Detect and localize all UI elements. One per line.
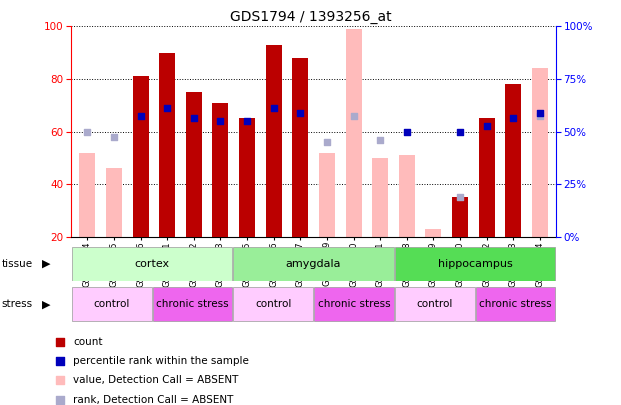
Bar [233, 247, 394, 281]
Text: ▶: ▶ [42, 259, 51, 269]
Bar [395, 247, 555, 281]
Text: amygdala: amygdala [286, 259, 342, 269]
Bar [239, 118, 255, 237]
Text: value, Detection Call = ABSENT: value, Detection Call = ABSENT [73, 375, 238, 386]
Bar [72, 287, 152, 321]
Point [348, 113, 358, 119]
Bar [345, 29, 361, 237]
Point [322, 139, 332, 145]
Bar [266, 45, 282, 237]
Text: count: count [73, 337, 102, 347]
Text: tissue: tissue [1, 259, 32, 269]
Point [242, 118, 252, 124]
Text: chronic stress: chronic stress [318, 299, 390, 309]
Bar [106, 168, 122, 237]
Text: ▶: ▶ [42, 299, 51, 309]
Text: control: control [255, 299, 291, 309]
Text: control: control [417, 299, 453, 309]
Bar [133, 76, 148, 237]
Point [535, 113, 545, 119]
Bar [425, 229, 442, 237]
Bar [505, 84, 521, 237]
Text: hippocampus: hippocampus [438, 259, 512, 269]
Point [83, 128, 93, 135]
Point [55, 396, 65, 403]
Point [269, 105, 279, 111]
Text: GDS1794 / 1393256_at: GDS1794 / 1393256_at [230, 10, 391, 24]
Point [402, 128, 412, 135]
Bar [153, 287, 232, 321]
Point [109, 134, 119, 140]
Bar [72, 247, 232, 281]
Point [55, 339, 65, 345]
Bar [233, 287, 313, 321]
Text: chronic stress: chronic stress [479, 299, 551, 309]
Point [482, 123, 492, 130]
Point [455, 128, 465, 135]
Point [535, 110, 545, 117]
Text: cortex: cortex [135, 259, 170, 269]
Bar [372, 158, 388, 237]
Text: chronic stress: chronic stress [156, 299, 229, 309]
Bar [292, 58, 308, 237]
Point [215, 118, 225, 124]
Bar [452, 198, 468, 237]
Bar [476, 287, 555, 321]
Point [162, 105, 172, 111]
Point [55, 358, 65, 364]
Point [296, 110, 306, 117]
Bar [159, 53, 175, 237]
Text: percentile rank within the sample: percentile rank within the sample [73, 356, 249, 366]
Point [508, 115, 518, 122]
Bar [314, 287, 394, 321]
Bar [79, 153, 96, 237]
Bar [532, 68, 548, 237]
Point [189, 115, 199, 122]
Text: rank, Detection Call = ABSENT: rank, Detection Call = ABSENT [73, 394, 233, 405]
Point [455, 194, 465, 201]
Point [55, 377, 65, 384]
Bar [399, 155, 415, 237]
Bar [395, 287, 474, 321]
Bar [479, 118, 494, 237]
Point [135, 113, 145, 119]
Bar [212, 103, 229, 237]
Point [375, 136, 385, 143]
Bar [186, 92, 202, 237]
Bar [319, 153, 335, 237]
Text: stress: stress [1, 299, 32, 309]
Text: control: control [94, 299, 130, 309]
